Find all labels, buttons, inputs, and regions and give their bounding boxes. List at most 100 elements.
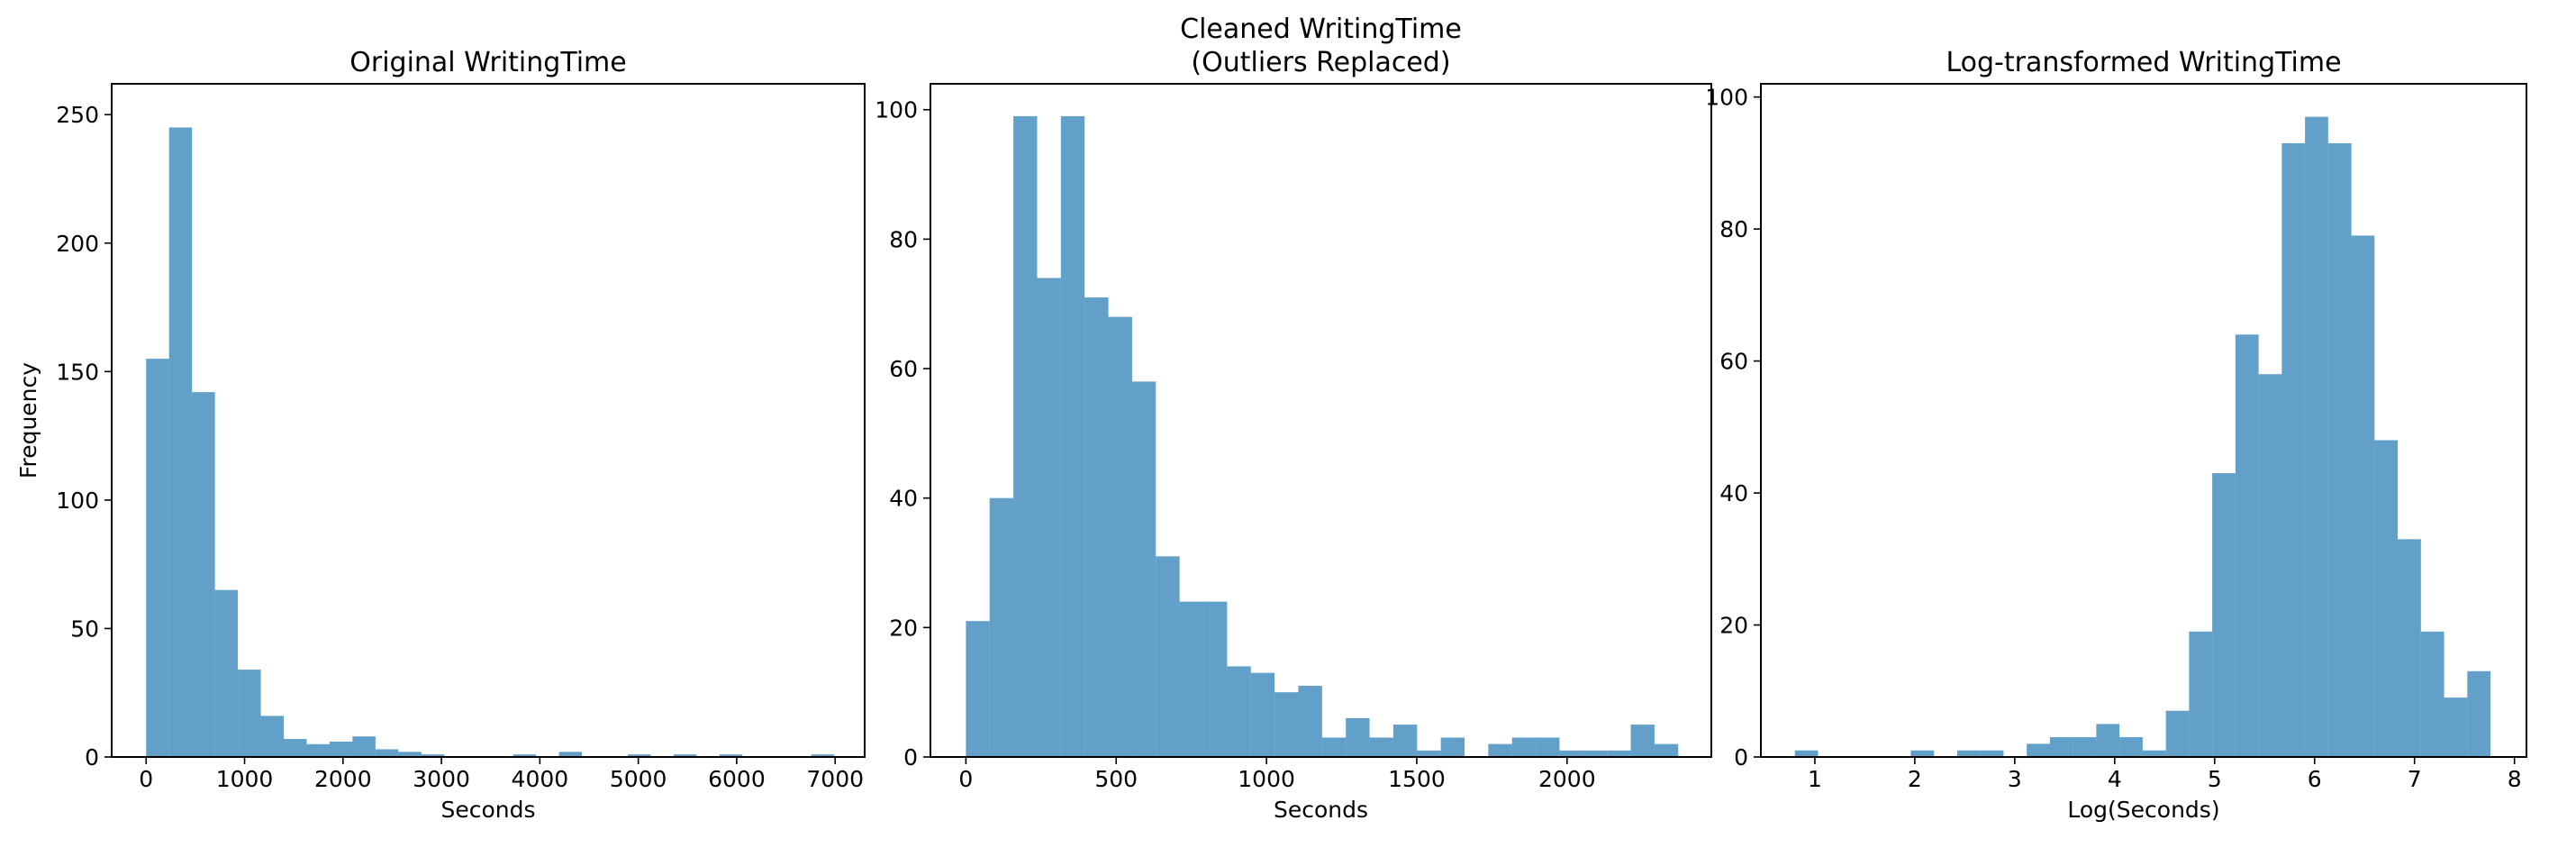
histogram-bar — [2420, 631, 2444, 757]
histogram-bar — [1250, 672, 1275, 758]
x-tick-label: 1500 — [1388, 766, 1446, 792]
histogram-bar — [1440, 737, 1465, 757]
histogram-bar — [1794, 750, 1819, 757]
histogram-bar — [2444, 698, 2468, 757]
histogram-bar — [2281, 142, 2306, 757]
y-tick-label: 0 — [1734, 744, 1748, 770]
histogram-bar — [1956, 750, 1981, 757]
x-axis-label: Seconds — [440, 797, 535, 823]
y-tick-label: 40 — [1719, 480, 1748, 506]
chart-title: Original WritingTime — [349, 47, 627, 78]
x-tick-label: 8 — [2508, 766, 2522, 792]
histogram-bar — [2398, 539, 2421, 757]
histogram-bar — [1156, 556, 1180, 757]
histogram-bar — [627, 754, 651, 757]
y-tick-label: 60 — [889, 356, 918, 382]
histogram-bar — [2096, 724, 2120, 757]
histogram-bar — [214, 589, 239, 757]
axes-frame — [111, 83, 866, 758]
histogram-bar — [260, 716, 285, 757]
histogram-bar — [512, 754, 537, 757]
y-tick-label: 100 — [875, 97, 918, 123]
x-axis-label: Log(Seconds) — [2067, 797, 2219, 823]
x-tick-label: 2 — [1908, 766, 1922, 792]
x-tick-label: 3 — [2008, 766, 2022, 792]
x-tick-label: 5 — [2208, 766, 2222, 792]
histogram-bar — [1298, 685, 1322, 757]
histogram-bar — [2119, 737, 2143, 757]
y-tick-label: 80 — [1719, 216, 1748, 242]
histogram-bar — [1607, 750, 1631, 757]
y-tick-label: 200 — [56, 231, 99, 257]
histogram-bar — [1417, 750, 1441, 757]
x-tick-label: 3000 — [413, 766, 470, 792]
x-tick-label: 2000 — [1538, 766, 1596, 792]
histogram-bar — [329, 741, 353, 757]
x-tick-label: 4 — [2108, 766, 2122, 792]
histogram-bar — [1392, 725, 1418, 757]
histogram-bar — [284, 739, 307, 757]
histogram-bar — [1013, 115, 1038, 757]
histogram-bar — [719, 754, 743, 757]
x-tick-label: 1000 — [216, 766, 274, 792]
histogram-bar — [306, 743, 330, 757]
chart-title: Log-transformed WritingTime — [1946, 47, 2341, 78]
histogram-bar — [2212, 473, 2236, 757]
histogram-bar — [1511, 737, 1537, 757]
histogram-bar — [1179, 601, 1204, 757]
histogram-bar — [1559, 750, 1583, 757]
histogram-bar — [168, 127, 193, 758]
y-tick-label: 40 — [889, 486, 918, 512]
histogram-bar — [352, 736, 376, 757]
histogram-bar — [1369, 737, 1393, 757]
y-tick-label: 80 — [889, 226, 918, 252]
histogram-cleaned-writingtime: 0 500 1000 1500 2000 0 20 40 60 80 100 Seconds Clean… — [875, 14, 1712, 823]
x-tick-label: 500 — [1094, 766, 1138, 792]
histogram-bar — [1060, 115, 1085, 757]
histogram-bar — [375, 749, 399, 757]
histogram-bar — [2049, 737, 2073, 757]
histogram-bar — [2189, 631, 2213, 757]
x-tick-label: 6000 — [708, 766, 766, 792]
y-tick-label: 60 — [1719, 349, 1748, 375]
y-axis-label: Frequency — [15, 362, 41, 479]
x-tick-label: 1000 — [1238, 766, 1295, 792]
histogram-bar — [1583, 750, 1608, 757]
histogram-bar — [1980, 750, 2004, 757]
x-tick-label: 4000 — [512, 766, 569, 792]
chart-title: Cleaned WritingTime (Outliers Replaced) — [1180, 14, 1462, 78]
histogram-bar — [1488, 743, 1512, 757]
x-tick-label: 5000 — [610, 766, 667, 792]
histogram-bar — [2467, 670, 2491, 757]
x-tick-label: 0 — [139, 766, 153, 792]
histogram-bar — [2305, 116, 2328, 757]
y-tick-label: 250 — [56, 102, 99, 128]
axes-frame — [1760, 83, 2527, 758]
x-tick-label: 2000 — [314, 766, 372, 792]
x-tick-label: 0 — [958, 766, 973, 792]
histogram-bar — [1084, 297, 1109, 757]
axes-frame — [930, 83, 1712, 758]
x-tick-label: 1 — [1808, 766, 1822, 792]
y-tick-label: 100 — [1705, 85, 1748, 111]
histogram-bar — [1108, 316, 1132, 757]
histogram-bar — [2327, 142, 2352, 757]
histogram-bar — [2027, 743, 2050, 757]
histogram-bar — [2073, 737, 2097, 757]
histogram-bar — [966, 621, 990, 757]
y-tick-label: 20 — [1719, 613, 1748, 639]
y-tick-label: 50 — [70, 615, 99, 642]
histogram-bar — [238, 670, 261, 757]
histogram-bar — [2351, 235, 2375, 757]
histogram-original-writingtime: 0 1000 2000 3000 4000 5000 6000 7000 0 50 100 150 20… — [15, 47, 866, 823]
histogram-bar — [192, 392, 215, 757]
histogram-bar — [146, 359, 169, 757]
histogram-bar — [558, 752, 583, 757]
y-tick-label: 0 — [903, 744, 918, 770]
histogram-bar — [398, 752, 422, 757]
histogram-bar — [2374, 440, 2399, 757]
y-tick-label: 100 — [56, 488, 99, 514]
histogram-bar — [2258, 374, 2282, 757]
histogram-bar — [1346, 717, 1370, 757]
